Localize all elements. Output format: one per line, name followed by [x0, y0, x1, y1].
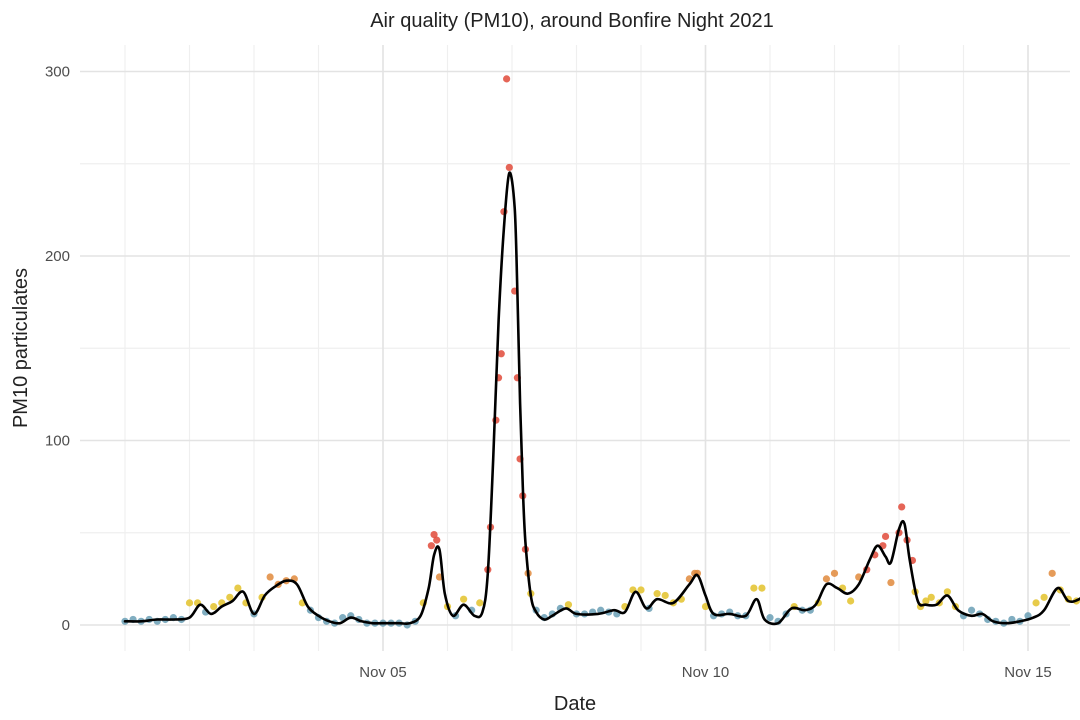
- y-tick-label: 200: [45, 248, 70, 265]
- major-gridlines: [80, 45, 1070, 651]
- x-axis-title: Date: [554, 693, 596, 715]
- y-tick-label: 100: [45, 433, 70, 450]
- data-point: [847, 597, 855, 605]
- data-point: [758, 584, 766, 592]
- y-tick-label: 300: [45, 64, 70, 81]
- data-point: [185, 599, 194, 607]
- data-point: [881, 532, 890, 541]
- data-point: [898, 503, 906, 511]
- data-point: [266, 573, 274, 581]
- data-point: [1032, 599, 1040, 607]
- data-point: [766, 614, 774, 622]
- data-point: [750, 584, 758, 592]
- data-point: [497, 350, 505, 358]
- data-point: [430, 530, 438, 539]
- y-tick-labels: 0 100 200 300: [45, 64, 70, 635]
- data-point: [943, 588, 951, 596]
- data-point: [503, 75, 511, 83]
- data-point: [830, 569, 839, 577]
- x-tick-label: Nov 15: [1004, 664, 1052, 681]
- y-tick-label: 0: [62, 617, 70, 634]
- data-point: [637, 586, 645, 594]
- x-tick-labels: Nov 05 Nov 10 Nov 15: [359, 664, 1052, 681]
- data-point: [653, 590, 661, 598]
- data-point: [234, 584, 242, 592]
- chart-title: Air quality (PM10), around Bonfire Night…: [370, 10, 774, 32]
- data-point: [433, 536, 441, 544]
- data-points: [121, 75, 1080, 629]
- x-tick-label: Nov 10: [682, 664, 730, 681]
- minor-gridlines: [80, 45, 1070, 651]
- data-point: [1048, 569, 1056, 577]
- data-point: [564, 601, 573, 609]
- data-point: [1024, 612, 1032, 620]
- data-point: [661, 591, 669, 600]
- data-point: [927, 593, 935, 601]
- smoothed-trend-line: [123, 171, 1080, 626]
- x-tick-label: Nov 05: [359, 664, 407, 681]
- data-point: [967, 606, 976, 614]
- y-axis-title: PM10 particulates: [10, 268, 32, 428]
- data-point: [922, 597, 930, 605]
- data-point: [460, 595, 468, 603]
- data-point: [822, 575, 831, 583]
- data-point: [427, 542, 435, 550]
- data-point: [887, 578, 895, 587]
- data-point: [226, 593, 234, 601]
- smooth-line: [123, 171, 1080, 626]
- data-point: [1040, 593, 1048, 601]
- data-point: [476, 599, 484, 607]
- data-point: [210, 602, 218, 611]
- data-point: [505, 163, 513, 172]
